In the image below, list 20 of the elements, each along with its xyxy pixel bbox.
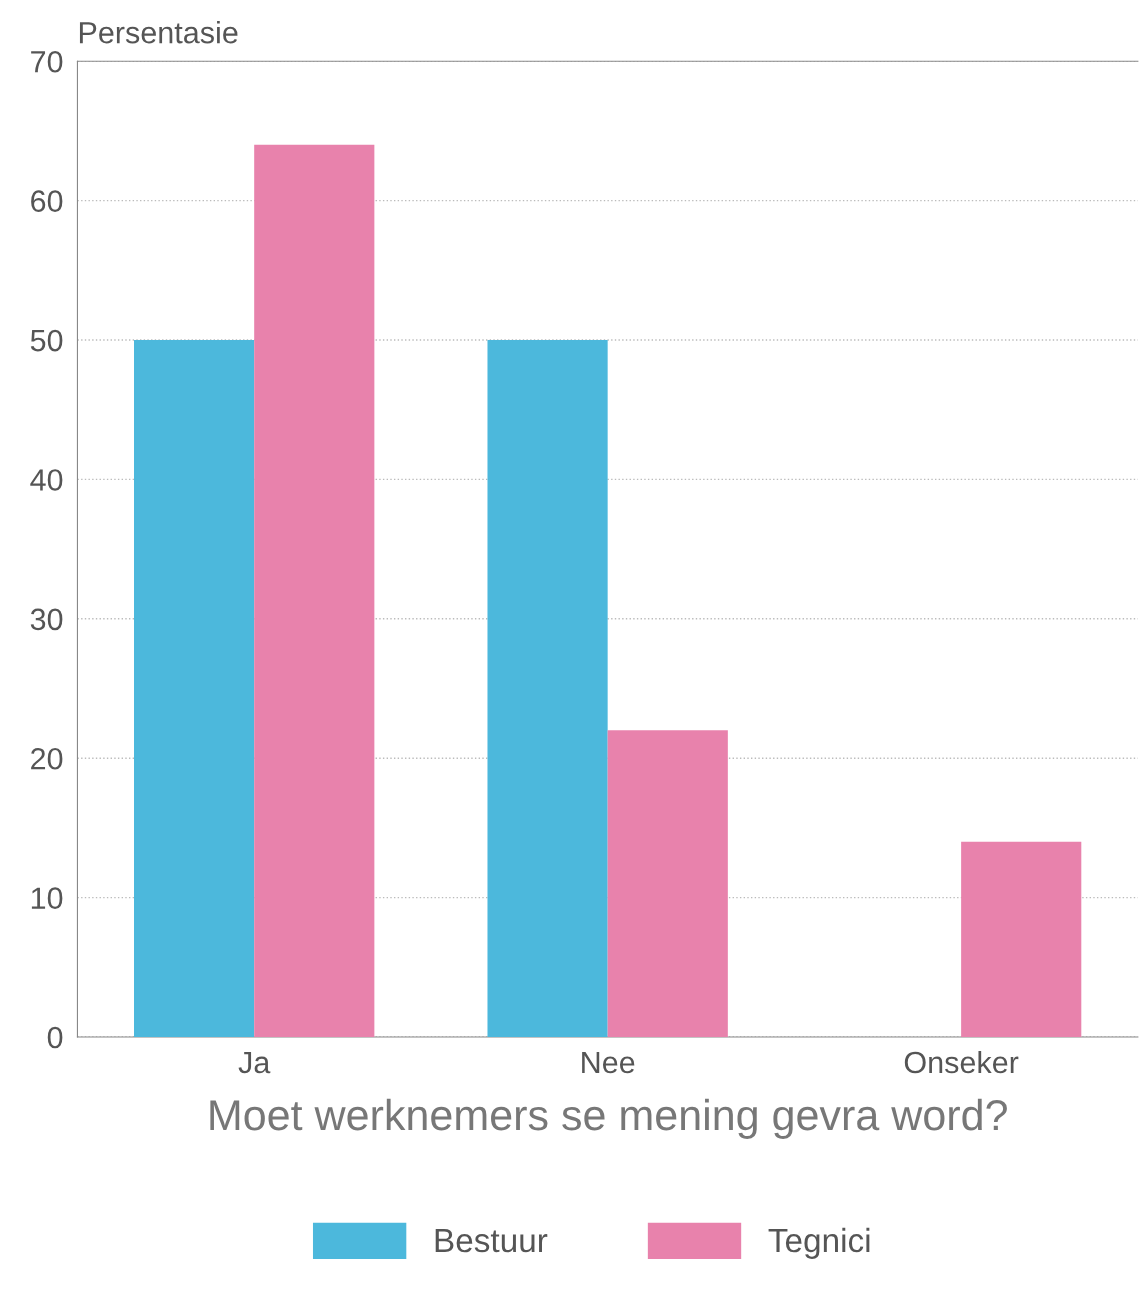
- x-tick-label: Ja: [238, 1052, 271, 1074]
- y-tick-label: 60: [31, 190, 63, 212]
- bar: [487, 340, 608, 1037]
- y-tick-label: 70: [31, 50, 63, 73]
- y-tick-label: 30: [30, 608, 63, 631]
- y-tick-label: 40: [30, 469, 63, 491]
- legend-label: Bestuur: [435, 1229, 548, 1253]
- y-tick-label: 50: [30, 329, 63, 352]
- y-tick-label: 20: [31, 747, 63, 770]
- y-axis-title: Persentasie: [79, 21, 238, 44]
- bar: [961, 841, 1082, 1037]
- x-tick-label: Onseker: [904, 1050, 1019, 1074]
- y-tick-label: 0: [47, 1026, 63, 1049]
- y-tick-label: 10: [31, 887, 63, 909]
- x-tick-label: Nee: [582, 1052, 635, 1074]
- bar: [607, 730, 728, 1037]
- bar: [134, 340, 255, 1037]
- bar: [254, 144, 375, 1037]
- x-axis-title: Moet werknemers se mening gevra word?: [210, 1098, 1007, 1139]
- legend-label: Tegnici: [768, 1227, 870, 1259]
